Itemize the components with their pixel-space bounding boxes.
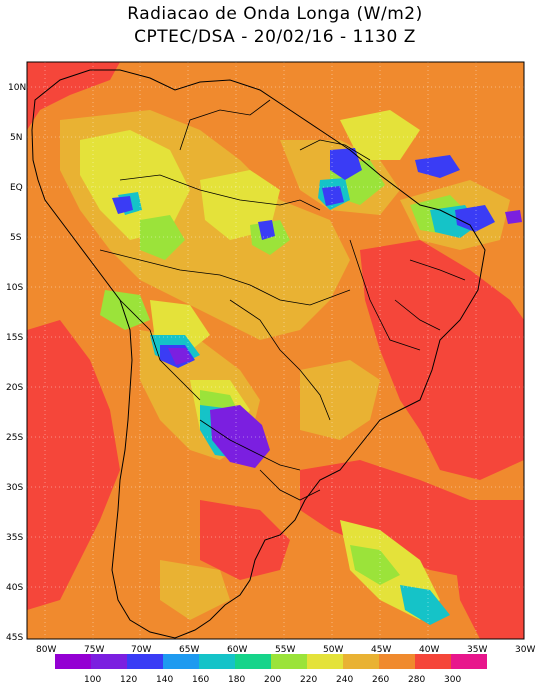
lat-label: 20S — [6, 383, 23, 393]
lat-label: 40S — [6, 583, 23, 593]
lon-label: 45W — [371, 645, 391, 655]
lon-label: 40W — [419, 645, 439, 655]
lon-label: 55W — [275, 645, 295, 655]
map-panel — [26, 61, 525, 640]
colorbar-swatch — [91, 654, 127, 669]
colorbar-swatch — [271, 654, 307, 669]
colorbar-label: 240 — [336, 675, 353, 685]
lat-label: 10S — [6, 283, 23, 293]
colorbar-label: 180 — [228, 675, 245, 685]
colorbar-swatch — [163, 654, 199, 669]
colorbar-swatch — [235, 654, 271, 669]
colorbar-label: 200 — [264, 675, 281, 685]
colorbar-swatch — [343, 654, 379, 669]
colorbar-swatch — [379, 654, 415, 669]
lon-label: 75W — [84, 645, 104, 655]
colorbar-label: 280 — [408, 675, 425, 685]
south-america-coastline — [31, 69, 486, 639]
longitude-axis: 80W 75W 70W 65W 60W 55W 50W 45W 40W 35W … — [36, 645, 535, 655]
lat-label: 5N — [10, 133, 22, 143]
colorbar-swatch — [451, 654, 487, 669]
lat-label: 45S — [6, 633, 23, 643]
colorbar-swatch — [199, 654, 235, 669]
colorbar-label: 100 — [84, 675, 101, 685]
colorbar-swatch — [307, 654, 343, 669]
colorbar-label: 120 — [120, 675, 137, 685]
lat-label: 10N — [8, 83, 26, 93]
lat-label: EQ — [10, 183, 23, 193]
lon-label: 30W — [515, 645, 535, 655]
lat-label: 5S — [10, 233, 22, 243]
latitude-axis: 10N 5N EQ 5S 10S 15S 20S 25S 30S 35S 40S… — [6, 83, 26, 643]
colorbar-swatch — [55, 654, 91, 669]
map-title-line1: Radiacao de Onda Longa (W/m2) — [127, 4, 423, 24]
colorbar-label: 300 — [444, 675, 461, 685]
lon-label: 60W — [227, 645, 247, 655]
lat-label: 30S — [6, 483, 23, 493]
lon-label: 65W — [179, 645, 199, 655]
lat-label: 35S — [6, 533, 23, 543]
colorbar-label: 160 — [192, 675, 209, 685]
lon-label: 70W — [131, 645, 151, 655]
colorbar-label: 260 — [372, 675, 389, 685]
lon-label: 50W — [323, 645, 343, 655]
colorbar-swatch — [415, 654, 451, 669]
lat-label: 25S — [6, 433, 23, 443]
map-frame — [26, 61, 525, 640]
longitude-gridlines — [44, 62, 477, 639]
colorbar: 100 120 140 160 180 200 220 240 260 280 … — [55, 654, 487, 685]
colorbar-label: 140 — [156, 675, 173, 685]
latitude-gridlines — [27, 86, 524, 588]
colorbar-label: 220 — [300, 675, 317, 685]
lon-label: 35W — [467, 645, 487, 655]
colorbar-swatch — [127, 654, 163, 669]
lat-label: 15S — [6, 333, 23, 343]
lon-label: 80W — [36, 645, 56, 655]
country-borders — [99, 99, 466, 501]
warm-regions — [27, 62, 524, 639]
map-title-line2: CPTEC/DSA - 20/02/16 - 1130 Z — [134, 27, 416, 47]
